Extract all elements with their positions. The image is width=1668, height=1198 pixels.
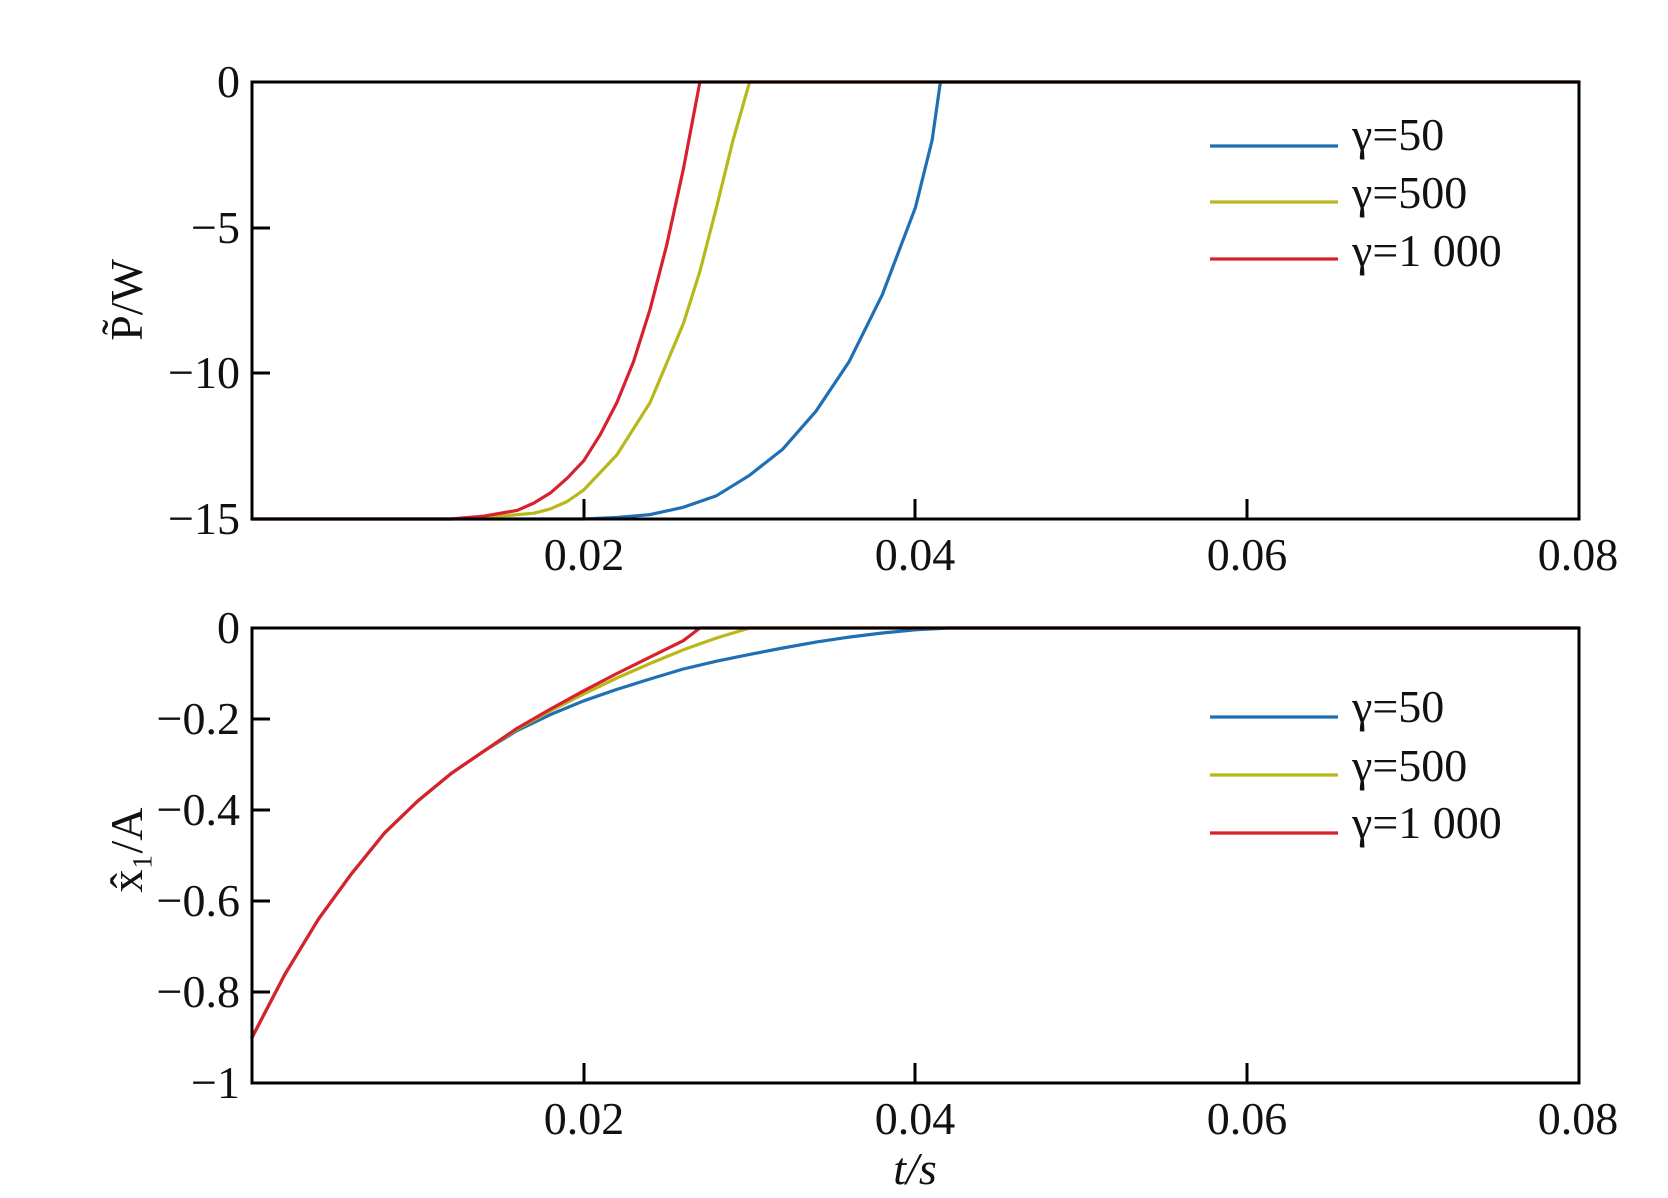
top-legend-label-3: γ=1 000 bbox=[1351, 225, 1502, 276]
bottom-ytick-label: −0.2 bbox=[157, 693, 240, 744]
top-xtick-label: 0.02 bbox=[544, 529, 625, 580]
bottom-legend-label-2: γ=500 bbox=[1351, 740, 1467, 791]
bottom-ytick-label: −0.6 bbox=[157, 875, 240, 926]
chart-bottom: 0 −0.2 −0.4 −0.6 −0.8 −1 0.02 0.04 0.06 … bbox=[101, 602, 1618, 1194]
bottom-ytick-label: −0.4 bbox=[157, 784, 240, 835]
top-ytick-label: −15 bbox=[168, 493, 240, 544]
bottom-xlabel: t/s bbox=[893, 1143, 936, 1194]
top-xtick-label: 0.04 bbox=[875, 529, 956, 580]
top-ytick-label: 0 bbox=[217, 56, 240, 107]
bottom-legend: γ=50 γ=500 γ=1 000 bbox=[1210, 681, 1502, 848]
bottom-ytick-label: −0.8 bbox=[157, 966, 240, 1017]
bottom-xtick-label: 0.02 bbox=[544, 1093, 625, 1144]
top-legend-label-2: γ=500 bbox=[1351, 167, 1467, 218]
chart-top: 0 −5 −10 −15 0.02 0.04 0.06 0.08 P̃/W γ=… bbox=[101, 56, 1618, 580]
top-xtick-label: 0.06 bbox=[1207, 529, 1288, 580]
bottom-xtick-label: 0.04 bbox=[875, 1093, 956, 1144]
bottom-legend-label-3: γ=1 000 bbox=[1351, 797, 1502, 848]
bottom-ylabel: x̂₁/A bbox=[101, 807, 152, 892]
top-xtick-label: 0.08 bbox=[1538, 529, 1619, 580]
bottom-xtick-label: 0.06 bbox=[1207, 1093, 1288, 1144]
top-legend: γ=50 γ=500 γ=1 000 bbox=[1210, 109, 1502, 276]
top-legend-label-1: γ=50 bbox=[1351, 109, 1444, 160]
bottom-legend-label-1: γ=50 bbox=[1351, 681, 1444, 732]
top-ytick-label: −10 bbox=[168, 347, 240, 398]
top-ylabel: P̃/W bbox=[101, 259, 152, 341]
bottom-ytick-label: 0 bbox=[217, 602, 240, 653]
top-ytick-label: −5 bbox=[191, 202, 240, 253]
bottom-ytick-label: −1 bbox=[191, 1057, 240, 1108]
bottom-xtick-label: 0.08 bbox=[1538, 1093, 1619, 1144]
